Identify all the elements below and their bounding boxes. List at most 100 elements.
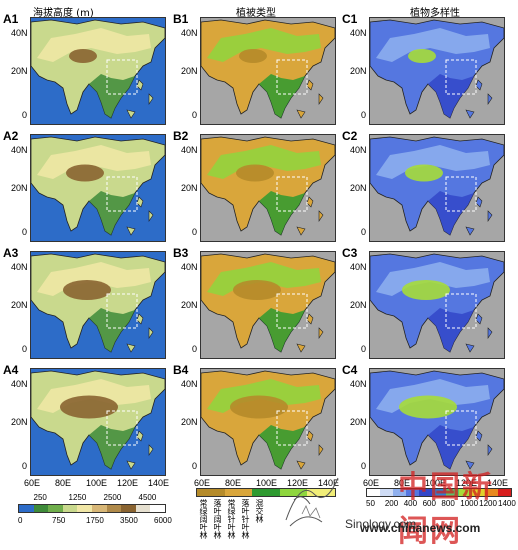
panel-label-b4: B4	[173, 363, 189, 377]
map-panel-a3	[30, 251, 166, 359]
diversity-label: 50	[366, 499, 375, 508]
lat-tick: 0	[22, 227, 28, 237]
diversity-column-title: 植物多样性	[410, 8, 460, 19]
lat-tick: 0	[22, 344, 28, 354]
diversity-swatch	[419, 489, 433, 496]
elevation-lower-label: 750	[52, 516, 66, 525]
elevation-upper-label: 2500	[103, 493, 122, 502]
lon-tick: 120E	[456, 478, 478, 488]
diversity-label: 1200	[479, 499, 497, 508]
lon-tick: 140E	[487, 478, 509, 488]
lat-tick: 20N	[11, 66, 28, 76]
elevation-lower-label: 6000	[154, 516, 172, 525]
diversity-swatch	[458, 489, 472, 496]
lat-tick: 40N	[350, 145, 367, 155]
diversity-swatch	[380, 489, 394, 496]
lon-tick: 60E	[363, 478, 380, 488]
watermark-site: Sinology.com	[345, 517, 417, 531]
lat-tick: 20N	[181, 183, 198, 193]
lat-tick: 20N	[350, 183, 367, 193]
lat-tick: 40N	[11, 28, 28, 38]
lon-tick: 60E	[194, 478, 211, 488]
map-panel-b3	[200, 251, 336, 359]
panel-label-b2: B2	[173, 129, 189, 143]
lat-tick: 40N	[11, 145, 28, 155]
map-panel-c1	[369, 17, 505, 125]
map-panel-c3	[369, 251, 505, 359]
lat-tick: 0	[22, 110, 28, 120]
diversity-swatch	[445, 489, 459, 496]
watermark-brand: 中国新闻网	[398, 470, 494, 549]
map-panel-a1	[30, 17, 166, 125]
watermark-domain: www.chinanews.com	[360, 521, 481, 535]
lat-tick: 0	[192, 110, 198, 120]
lat-tick: 20N	[11, 183, 28, 193]
lat-tick: 20N	[181, 66, 198, 76]
elevation-upper-label: 250	[33, 493, 47, 502]
vegetation-legend	[196, 488, 336, 497]
vegetation-label: 常绿阔叶林	[199, 499, 208, 539]
vegetation-swatch	[307, 489, 335, 496]
elevation-upper-label: 4500	[138, 493, 157, 502]
diversity-swatch	[367, 489, 381, 496]
elevation-swatch	[106, 505, 122, 512]
elevation-swatch	[150, 505, 165, 512]
lat-tick: 40N	[181, 262, 198, 272]
lat-tick: 20N	[350, 417, 367, 427]
lat-tick: 40N	[11, 262, 28, 272]
lat-tick: 20N	[181, 300, 198, 310]
panel-label-c2: C2	[342, 129, 358, 143]
panel-label-a3: A3	[3, 246, 19, 260]
vegetation-swatch	[224, 489, 253, 496]
diversity-label: 1000	[460, 499, 479, 508]
lon-tick: 140E	[318, 478, 340, 488]
lon-tick: 80E	[394, 478, 411, 488]
diversity-label: 1400	[498, 499, 516, 508]
lat-tick: 0	[22, 461, 28, 471]
lon-tick: 80E	[225, 478, 242, 488]
lat-tick: 0	[192, 461, 198, 471]
vegetation-swatch	[197, 489, 225, 496]
elevation-lower-label: 3500	[120, 516, 138, 525]
lat-tick: 40N	[181, 379, 198, 389]
lon-tick: 100E	[256, 478, 278, 488]
lon-tick: 100E	[425, 478, 447, 488]
diversity-label: 600	[422, 499, 436, 508]
lat-tick: 40N	[11, 379, 28, 389]
lat-tick: 20N	[11, 300, 28, 310]
map-panel-a2	[30, 134, 166, 242]
lon-tick: 60E	[24, 478, 41, 488]
diversity-label: 200	[384, 499, 399, 508]
panel-label-a1: A1	[3, 12, 19, 26]
lat-tick: 20N	[181, 417, 198, 427]
vegetation-label: 落叶阔叶林	[213, 499, 222, 539]
panel-label-c4: C4	[342, 363, 358, 377]
watermark-sketch	[285, 477, 339, 527]
map-panel-c2	[369, 134, 505, 242]
vegetation-label: 常绿针叶林	[227, 499, 236, 539]
elevation-lower-label: 0	[18, 516, 23, 525]
elevation-swatch	[19, 505, 34, 512]
panel-label-b3: B3	[173, 246, 189, 260]
lat-tick: 40N	[181, 145, 198, 155]
elevation-swatch	[91, 505, 107, 512]
lat-tick: 20N	[350, 66, 367, 76]
elevation-swatch	[48, 505, 63, 512]
elevation-swatch	[121, 505, 136, 512]
elevation-upper-label: 1250	[68, 493, 87, 502]
diversity-label: 400	[403, 499, 418, 508]
lat-tick: 20N	[350, 300, 367, 310]
elevation-column-title: 海拔高度 (m)	[33, 8, 94, 19]
diversity-swatch	[406, 489, 420, 496]
panel-label-a2: A2	[3, 129, 19, 143]
diversity-swatch	[497, 489, 512, 496]
vegetation-label: 落叶针叶林	[241, 499, 250, 539]
lat-tick: 0	[361, 110, 367, 120]
map-panel-a4	[30, 368, 166, 476]
map-panel-b2	[200, 134, 336, 242]
lat-tick: 0	[192, 227, 198, 237]
elevation-colorbar	[18, 504, 166, 513]
diversity-colorbar	[366, 488, 512, 497]
lat-tick: 20N	[11, 417, 28, 427]
lat-tick: 0	[192, 344, 198, 354]
